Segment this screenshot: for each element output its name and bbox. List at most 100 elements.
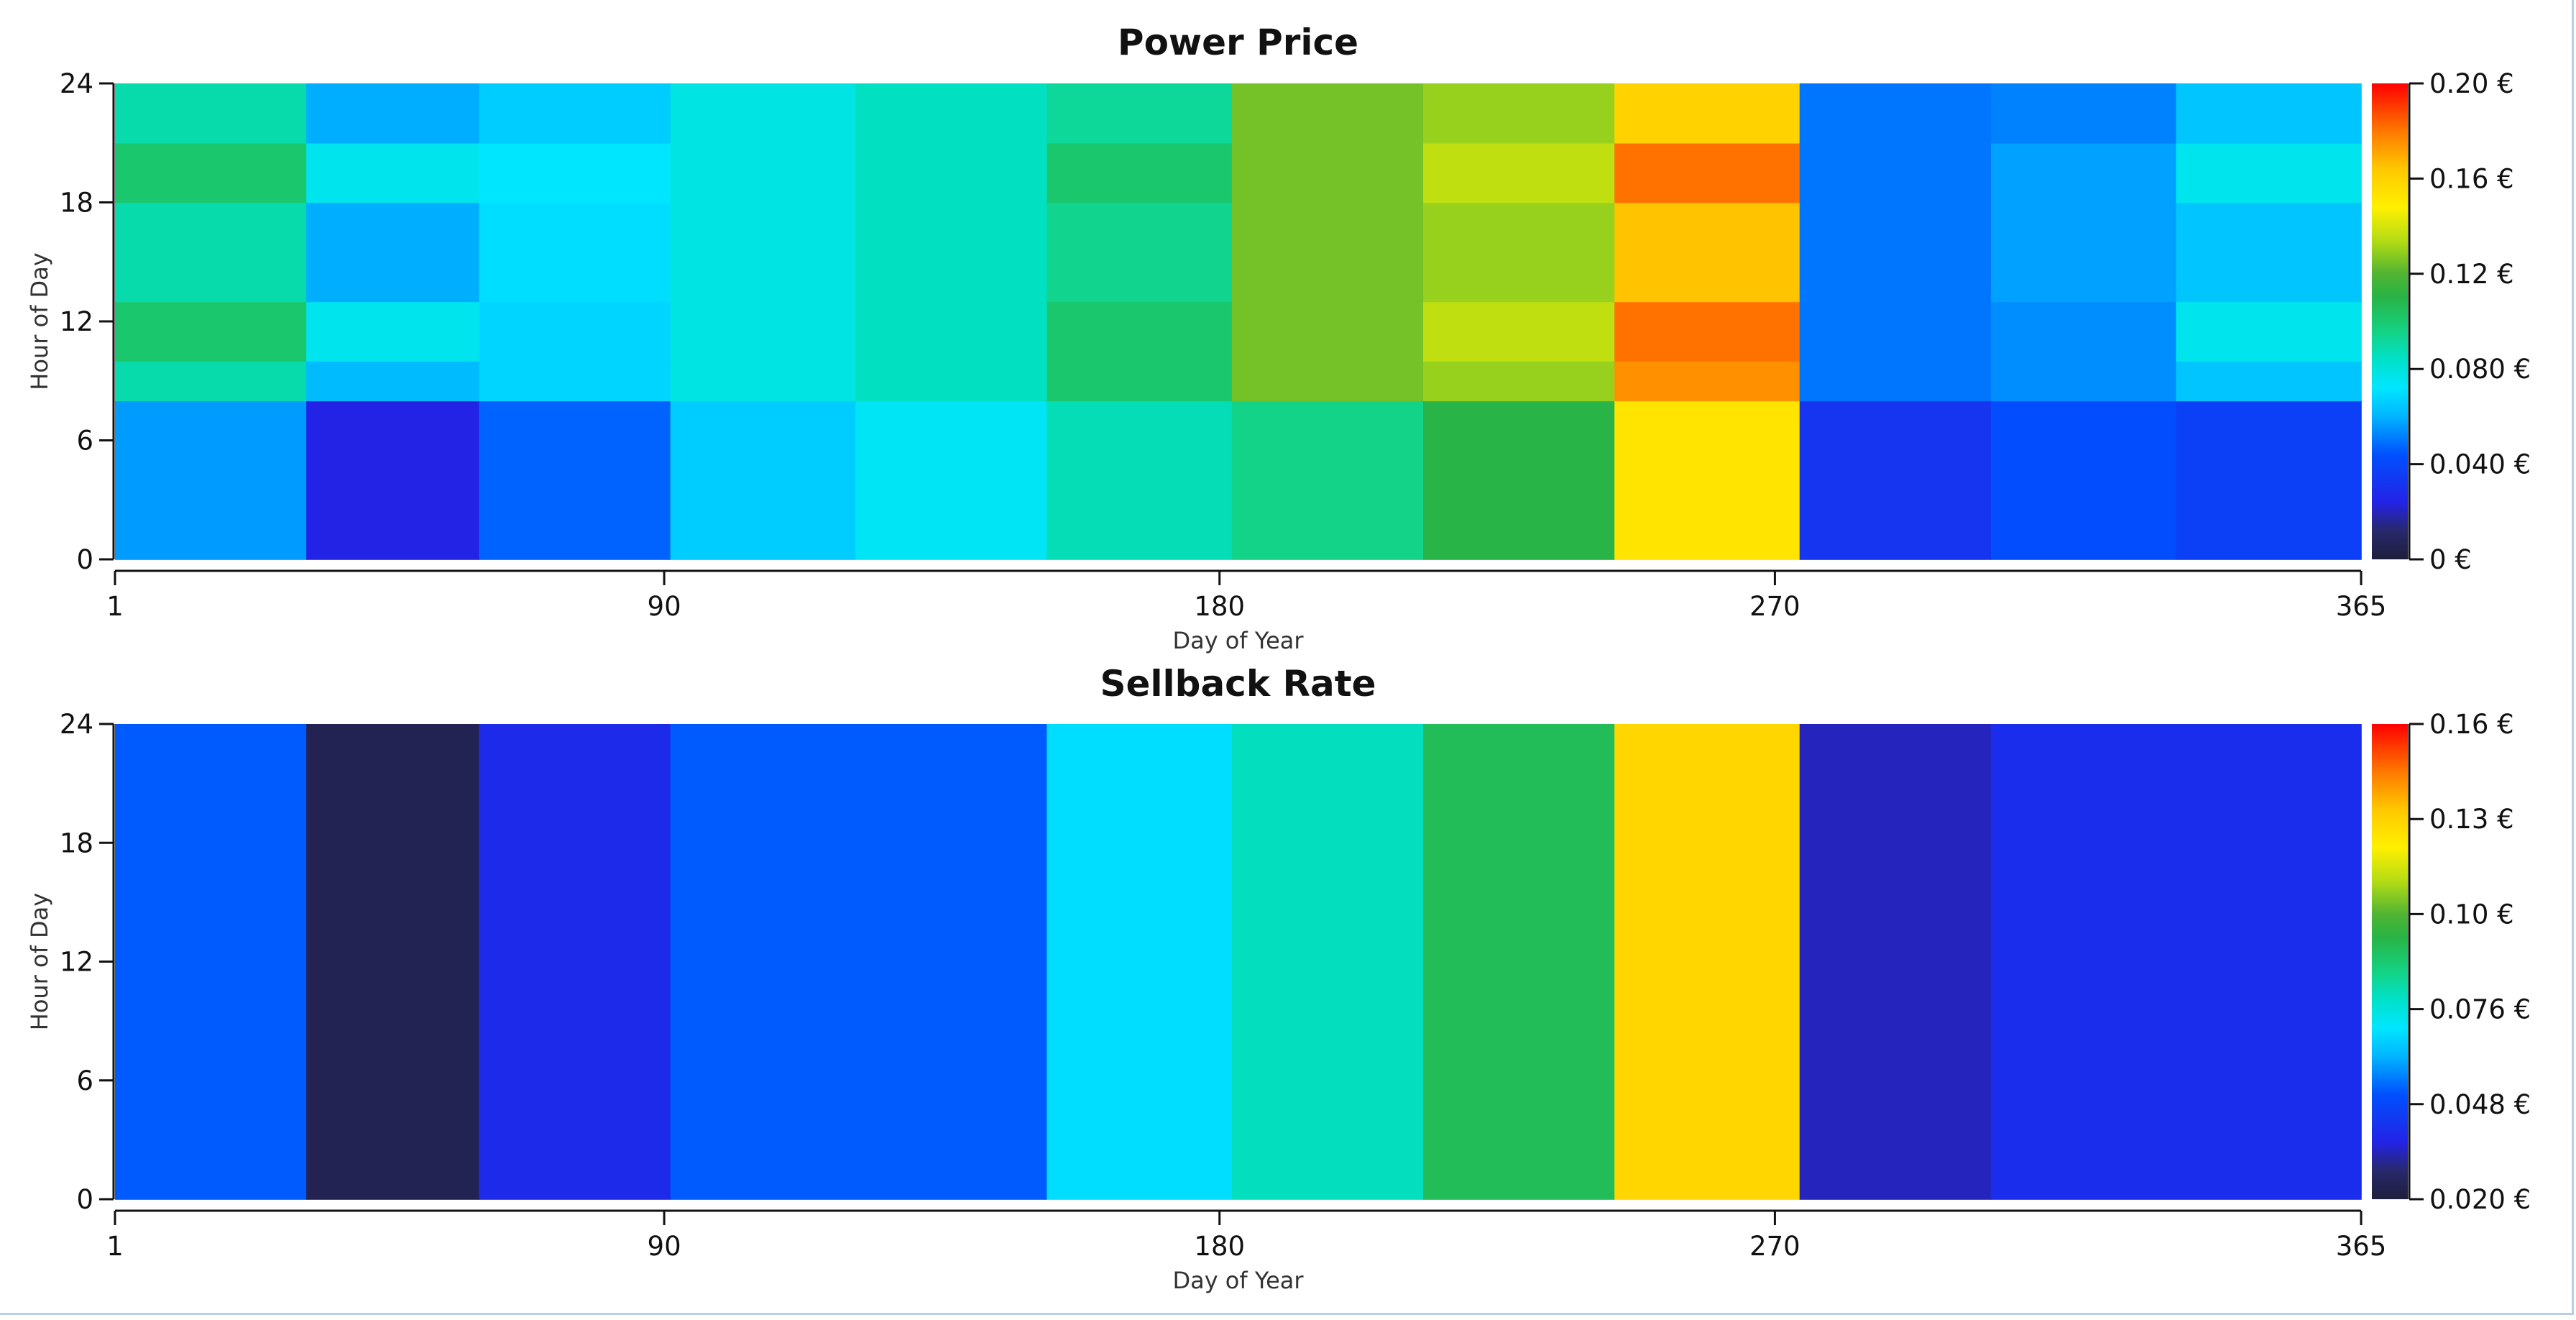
heatmap-cell [2176,361,2362,402]
heatmap-cell [115,202,307,303]
x-tick-label: 270 [1749,591,1800,622]
heatmap-cell [1231,83,1424,144]
heatmap-cell [1614,202,1800,303]
x-tick-label: 365 [2336,591,2387,622]
heatmap-cell [1046,202,1233,303]
heatmap-cell [1046,724,1233,1200]
heatmap-cell [1990,142,2177,203]
colorbar-tick-label: 0.048 € [2429,1089,2531,1120]
heatmap-cell [1990,83,2177,144]
heatmap-cell [1799,202,1992,303]
y-tick-label: 12 [60,947,93,978]
heatmap-cell [855,400,1048,560]
heatmap-cell [479,301,671,362]
heatmap-cell [855,202,1048,303]
heatmap-cell [1046,361,1233,402]
chart-title: Power Price [1118,22,1358,63]
heatmap-cell [1990,202,2177,303]
heatmap-cell [1423,724,1615,1200]
heatmap-cell [1799,142,1992,203]
heatmap-cell [670,83,857,144]
x-tick-label: 90 [648,1231,681,1262]
heatmap-cell [1990,301,2177,362]
colorbar-tick-label: 0.16 € [2429,709,2514,740]
heatmap-cell [1614,361,1800,402]
colorbar-tick-label: 0.020 € [2429,1184,2531,1215]
heatmap-cell [1799,361,1992,402]
heatmap-cell [855,83,1048,144]
x-axis-label: Day of Year [1172,1267,1304,1294]
heatmap-cell [2176,400,2362,560]
heatmap-cell [2176,83,2362,144]
heatmap-cell [670,202,857,303]
colorbar-tick-label: 0.040 € [2429,449,2531,480]
heatmap-cell [115,400,307,560]
heatmap-cell [479,724,671,1200]
heatmap-cell [1046,301,1233,362]
heatmap-cell [479,142,671,203]
colorbar-tick-label: 0.20 € [2429,68,2514,99]
y-tick-label: 6 [76,426,93,457]
heatmap-cell [1231,301,1424,362]
y-tick-label: 0 [76,1184,93,1215]
heatmap-cell [1046,400,1233,560]
heatmap-cell [855,301,1048,362]
heatmap-cell [1231,724,1424,1200]
x-tick-label: 365 [2336,1231,2387,1262]
y-tick-label: 24 [60,68,93,99]
chart-title: Sellback Rate [1100,663,1376,705]
y-tick-label: 0 [76,544,93,575]
colorbar-tick-label: 0.10 € [2429,899,2514,930]
heatmap-cell [1614,142,1800,203]
heatmap-cell [670,400,857,560]
heatmap-cell [1990,400,2177,560]
colorbar [2372,83,2408,559]
heatmap-cell [1423,202,1615,303]
colorbar-tick-label: 0 € [2429,544,2472,575]
heatmap-cell [479,361,671,402]
heatmap-cell [1799,724,1992,1200]
heatmap-cell [115,301,307,362]
colorbar [2372,724,2408,1199]
heatmap-cell [1423,83,1615,144]
y-tick-label: 18 [60,188,93,219]
heatmap-cell [1990,724,2362,1200]
colorbar-tick-label: 0.12 € [2429,259,2514,290]
heatmap-cell [1990,361,2177,402]
y-axis-label: Hour of Day [26,893,53,1030]
heatmap-cell [670,142,857,203]
colorbar-tick-label: 0.13 € [2429,804,2514,835]
heatmap-cell [115,142,307,203]
power-price-chart: Power Price 0 6 12 18 24 1 90 180 270 365 Day of Ye… [26,22,2531,654]
heatmap-cell [670,361,857,402]
heatmap-cell [306,400,480,560]
heatmap-cell [1614,400,1800,560]
y-tick-label: 12 [60,306,93,337]
heatmap-cell [2176,202,2362,303]
heatmap-cell [1423,361,1615,402]
heatmap-cell [1231,400,1424,560]
heatmap-cell [115,83,307,144]
heatmap-cell [115,724,307,1200]
y-tick-label: 6 [76,1065,93,1096]
heatmap-cell [1423,301,1615,362]
x-tick-label: 180 [1194,591,1245,622]
heatmap-cell [670,301,857,362]
colorbar-tick-label: 0.076 € [2429,994,2531,1025]
x-tick-label: 90 [648,591,681,622]
y-axis-label: Hour of Day [26,252,53,390]
heatmap-cell [479,202,671,303]
heatmap-cell [479,83,671,144]
heatmap-cell [306,724,480,1200]
heatmap-cell [1614,83,1800,144]
heatmap-cell [2176,301,2362,362]
heatmap-cell [306,202,480,303]
heatmap-cell [115,361,307,402]
heatmap-cell [1799,301,1992,362]
heatmap-cell [479,400,671,560]
y-tick-label: 18 [60,828,93,858]
sellback-rate-chart: Sellback Rate 0 6 12 18 24 1 90 180 270 365 Day of … [26,663,2531,1294]
heatmap-cell [306,361,480,402]
